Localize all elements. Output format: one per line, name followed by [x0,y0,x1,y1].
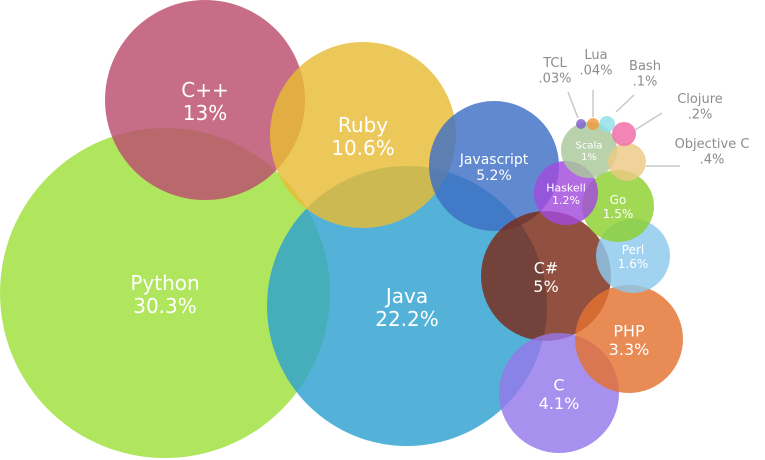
label-haskell: Haskell 1.2% [546,181,586,207]
label-name-perl: Perl [622,243,644,257]
label-java: Java 22.2% [375,284,439,331]
label-name-ruby: Ruby [338,113,388,137]
label-php: PHP 3.3% [609,322,650,359]
label-c: C 4.1% [539,376,580,413]
label-go: Go 1.5% [603,193,634,221]
label-name-bash: Bash [629,59,661,74]
label-objective-c: Objective C .4% [675,137,750,168]
label-value-java: 22.2% [375,307,439,331]
bubble-objective-c [608,143,646,181]
bubble-python [0,128,330,458]
label-name-c-plus-plus: C++ [181,78,228,102]
leader-line-layer [567,90,680,167]
bubble-go [582,170,654,242]
label-name-javascript: Javascript [459,152,529,168]
label-value-c-plus-plus: 13% [183,101,227,125]
label-name-haskell: Haskell [546,181,586,194]
label-perl: Perl 1.6% [618,243,649,271]
label-value-c: 4.1% [539,394,580,413]
bubble-java [267,166,547,446]
label-bash: Bash .1% [629,59,661,90]
label-name-go: Go [610,193,627,207]
label-value-haskell: 1.2% [552,194,580,207]
label-lua: Lua .04% [579,48,612,79]
label-tcl: TCL .03% [538,56,571,87]
label-value-perl: 1.6% [618,257,649,271]
label-value-lua: .04% [579,64,612,79]
label-value-tcl: .03% [538,72,571,87]
bubble-tcl [576,119,586,129]
label-name-c: C [553,376,564,395]
bubble-c-plus-plus [105,0,305,200]
bubble-bash [599,116,615,132]
bubble-lua [587,118,599,130]
label-value-objective-c: .4% [700,153,725,168]
label-name-lua: Lua [584,48,607,63]
label-name-python: Python [130,271,199,295]
bubble-ruby [270,42,456,228]
label-ruby: Ruby 10.6% [331,113,395,160]
label-javascript: Javascript 5.2% [459,152,529,184]
label-name-scala: Scala [576,141,603,152]
label-name-objective-c: Objective C [675,137,750,152]
label-value-php: 3.3% [609,340,650,359]
bubble-layer [0,0,683,458]
leader-line-bash [615,94,635,113]
label-layer: Python 30.3% Java 22.2% C++ 13% Ruby 10.6% Javas… [130,48,749,413]
leader-line-tcl [567,91,579,119]
label-c-plus-plus: C++ 13% [181,78,228,125]
label-value-go: 1.5% [603,207,634,221]
bubble-clojure [612,122,636,146]
bubble-javascript [429,101,559,231]
label-python: Python 30.3% [130,271,199,318]
label-value-c-sharp: 5% [533,277,558,296]
label-name-php: PHP [613,322,645,341]
label-name-java: Java [384,284,428,308]
label-scala: Scala 1% [576,141,603,164]
label-value-scala: 1% [581,152,597,163]
bubble-scala [561,122,617,178]
label-name-tcl: TCL [542,56,567,71]
label-value-ruby: 10.6% [331,136,395,160]
leader-line-clojure [634,112,663,131]
label-clojure: Clojure .2% [677,92,723,123]
label-value-bash: .1% [633,75,658,90]
bubble-c-sharp [481,211,611,341]
label-value-python: 30.3% [133,294,197,318]
label-value-javascript: 5.2% [476,168,512,184]
bubble-php [575,285,683,393]
label-name-c-sharp: C# [534,259,559,278]
label-value-clojure: .2% [688,108,713,123]
label-c-sharp: C# 5% [533,259,558,296]
label-name-clojure: Clojure [677,92,723,107]
